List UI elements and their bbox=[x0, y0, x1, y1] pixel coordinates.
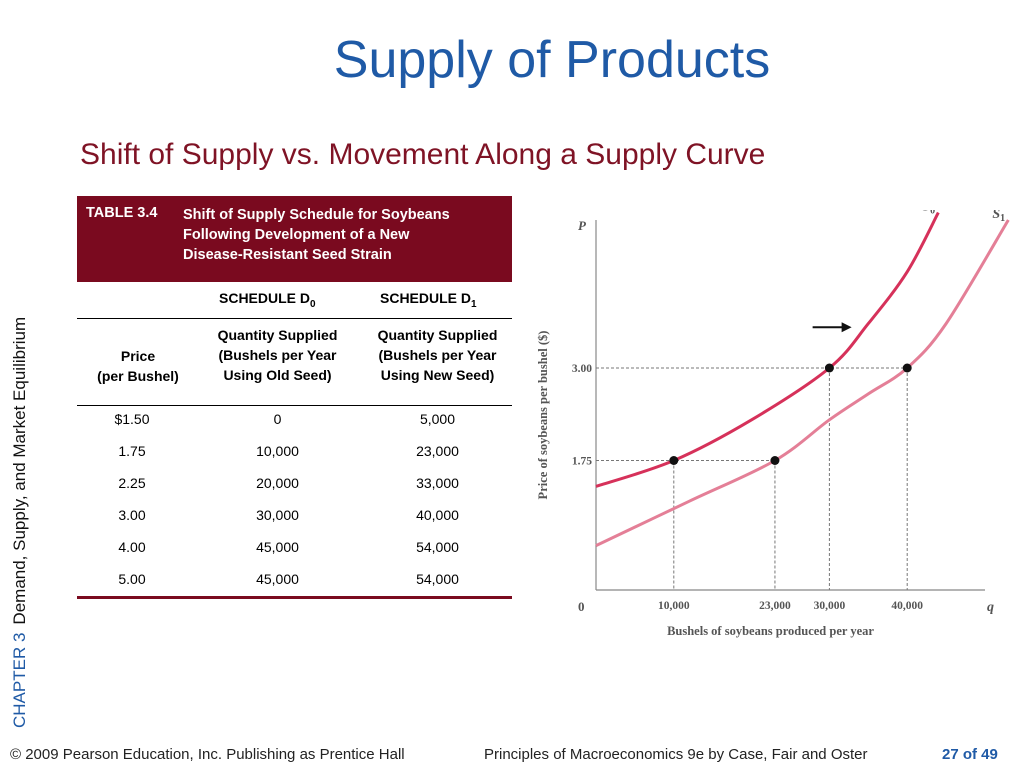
cell-d1: 54,000 bbox=[416, 571, 459, 587]
y-tick-label: 3.00 bbox=[572, 363, 592, 375]
slide-title: Supply of Products bbox=[333, 31, 771, 89]
footer-copyright: © 2009 Pearson Education, Inc. Publishin… bbox=[10, 746, 405, 763]
table-caption-banner: TABLE 3.4 Shift of Supply Schedule for S… bbox=[77, 196, 512, 282]
x-axis-letter: q bbox=[987, 600, 994, 615]
table-label: TABLE 3.4 bbox=[86, 205, 158, 221]
supply-chart: Pq 0 Bushels of soybeans produced per year… bbox=[536, 210, 1010, 638]
cell-price: 3.00 bbox=[118, 507, 146, 523]
series-label: S1 bbox=[992, 210, 1005, 224]
shift-arrow-head bbox=[841, 322, 852, 333]
table-caption-line: Following Development of a New bbox=[183, 227, 410, 243]
footer-book: Principles of Macroeconomics 9e by Case,… bbox=[484, 746, 868, 763]
table-divider bbox=[77, 405, 512, 406]
cell-d0: 20,000 bbox=[256, 475, 299, 491]
table-divider bbox=[77, 318, 512, 319]
cell-d1: 33,000 bbox=[416, 475, 459, 491]
table-caption-line: Disease-Resistant Seed Strain bbox=[183, 247, 392, 263]
cell-d1: 40,000 bbox=[416, 507, 459, 523]
x-axis-label: Bushels of soybeans produced per year bbox=[667, 624, 874, 638]
data-point bbox=[770, 456, 780, 465]
x-tick-label: 23,000 bbox=[759, 600, 791, 612]
cell-d1: 5,000 bbox=[419, 411, 456, 427]
series-label: S0 bbox=[922, 210, 935, 217]
x-tick-label: 10,000 bbox=[658, 600, 690, 612]
cell-d1: 54,000 bbox=[416, 539, 459, 555]
cell-d0: 45,000 bbox=[256, 539, 299, 555]
cell-d0: 30,000 bbox=[256, 507, 299, 523]
cell-price: $1.50 bbox=[114, 411, 150, 427]
chapter-label: CHAPTER 3 bbox=[10, 632, 29, 728]
cell-price: 2.25 bbox=[118, 475, 146, 491]
schedule-d1-heading: SCHEDULE D1 bbox=[380, 290, 477, 310]
chapter-sidebar: CHAPTER 3 Demand, Supply, and Market Equ… bbox=[2, 0, 38, 728]
supply-curve-s0 bbox=[595, 211, 940, 488]
column-header-price: Price (per Bushel) bbox=[97, 348, 179, 384]
y-axis-letter: P bbox=[578, 218, 587, 233]
cell-price: 1.75 bbox=[118, 443, 146, 459]
data-point bbox=[669, 456, 679, 465]
data-point bbox=[824, 363, 834, 373]
slide-subtitle: Shift of Supply vs. Movement Along a Sup… bbox=[80, 138, 766, 171]
origin-label: 0 bbox=[578, 599, 585, 614]
page-number: 27 of 49 bbox=[942, 746, 998, 763]
x-tick-label: 40,000 bbox=[891, 600, 923, 612]
table-caption-line: Shift of Supply Schedule for Soybeans bbox=[183, 207, 450, 223]
cell-d0: 45,000 bbox=[256, 571, 299, 587]
column-header-d0: Quantity Supplied (Bushels per Year Using … bbox=[217, 327, 338, 383]
x-tick-label: 30,000 bbox=[814, 600, 846, 612]
table-bottom-rule bbox=[77, 596, 512, 599]
table-caption: Shift of Supply Schedule for Soybeans Fo… bbox=[183, 205, 450, 265]
chapter-name: Demand, Supply, and Market Equilibrium bbox=[10, 316, 29, 625]
y-axis-label: Price of soybeans per bushel ($) bbox=[536, 331, 550, 500]
cell-d0: 0 bbox=[273, 411, 282, 427]
schedule-d0-heading: SCHEDULE D0 bbox=[219, 290, 316, 310]
cell-d1: 23,000 bbox=[416, 443, 459, 459]
cell-d0: 10,000 bbox=[256, 443, 299, 459]
supply-curve-s1 bbox=[595, 219, 1010, 547]
y-tick-label: 1.75 bbox=[572, 456, 592, 468]
data-point bbox=[902, 363, 912, 373]
cell-price: 4.00 bbox=[118, 539, 146, 555]
cell-price: 5.00 bbox=[118, 571, 146, 587]
column-header-d1: Quantity Supplied (Bushels per Year Using … bbox=[377, 327, 498, 383]
